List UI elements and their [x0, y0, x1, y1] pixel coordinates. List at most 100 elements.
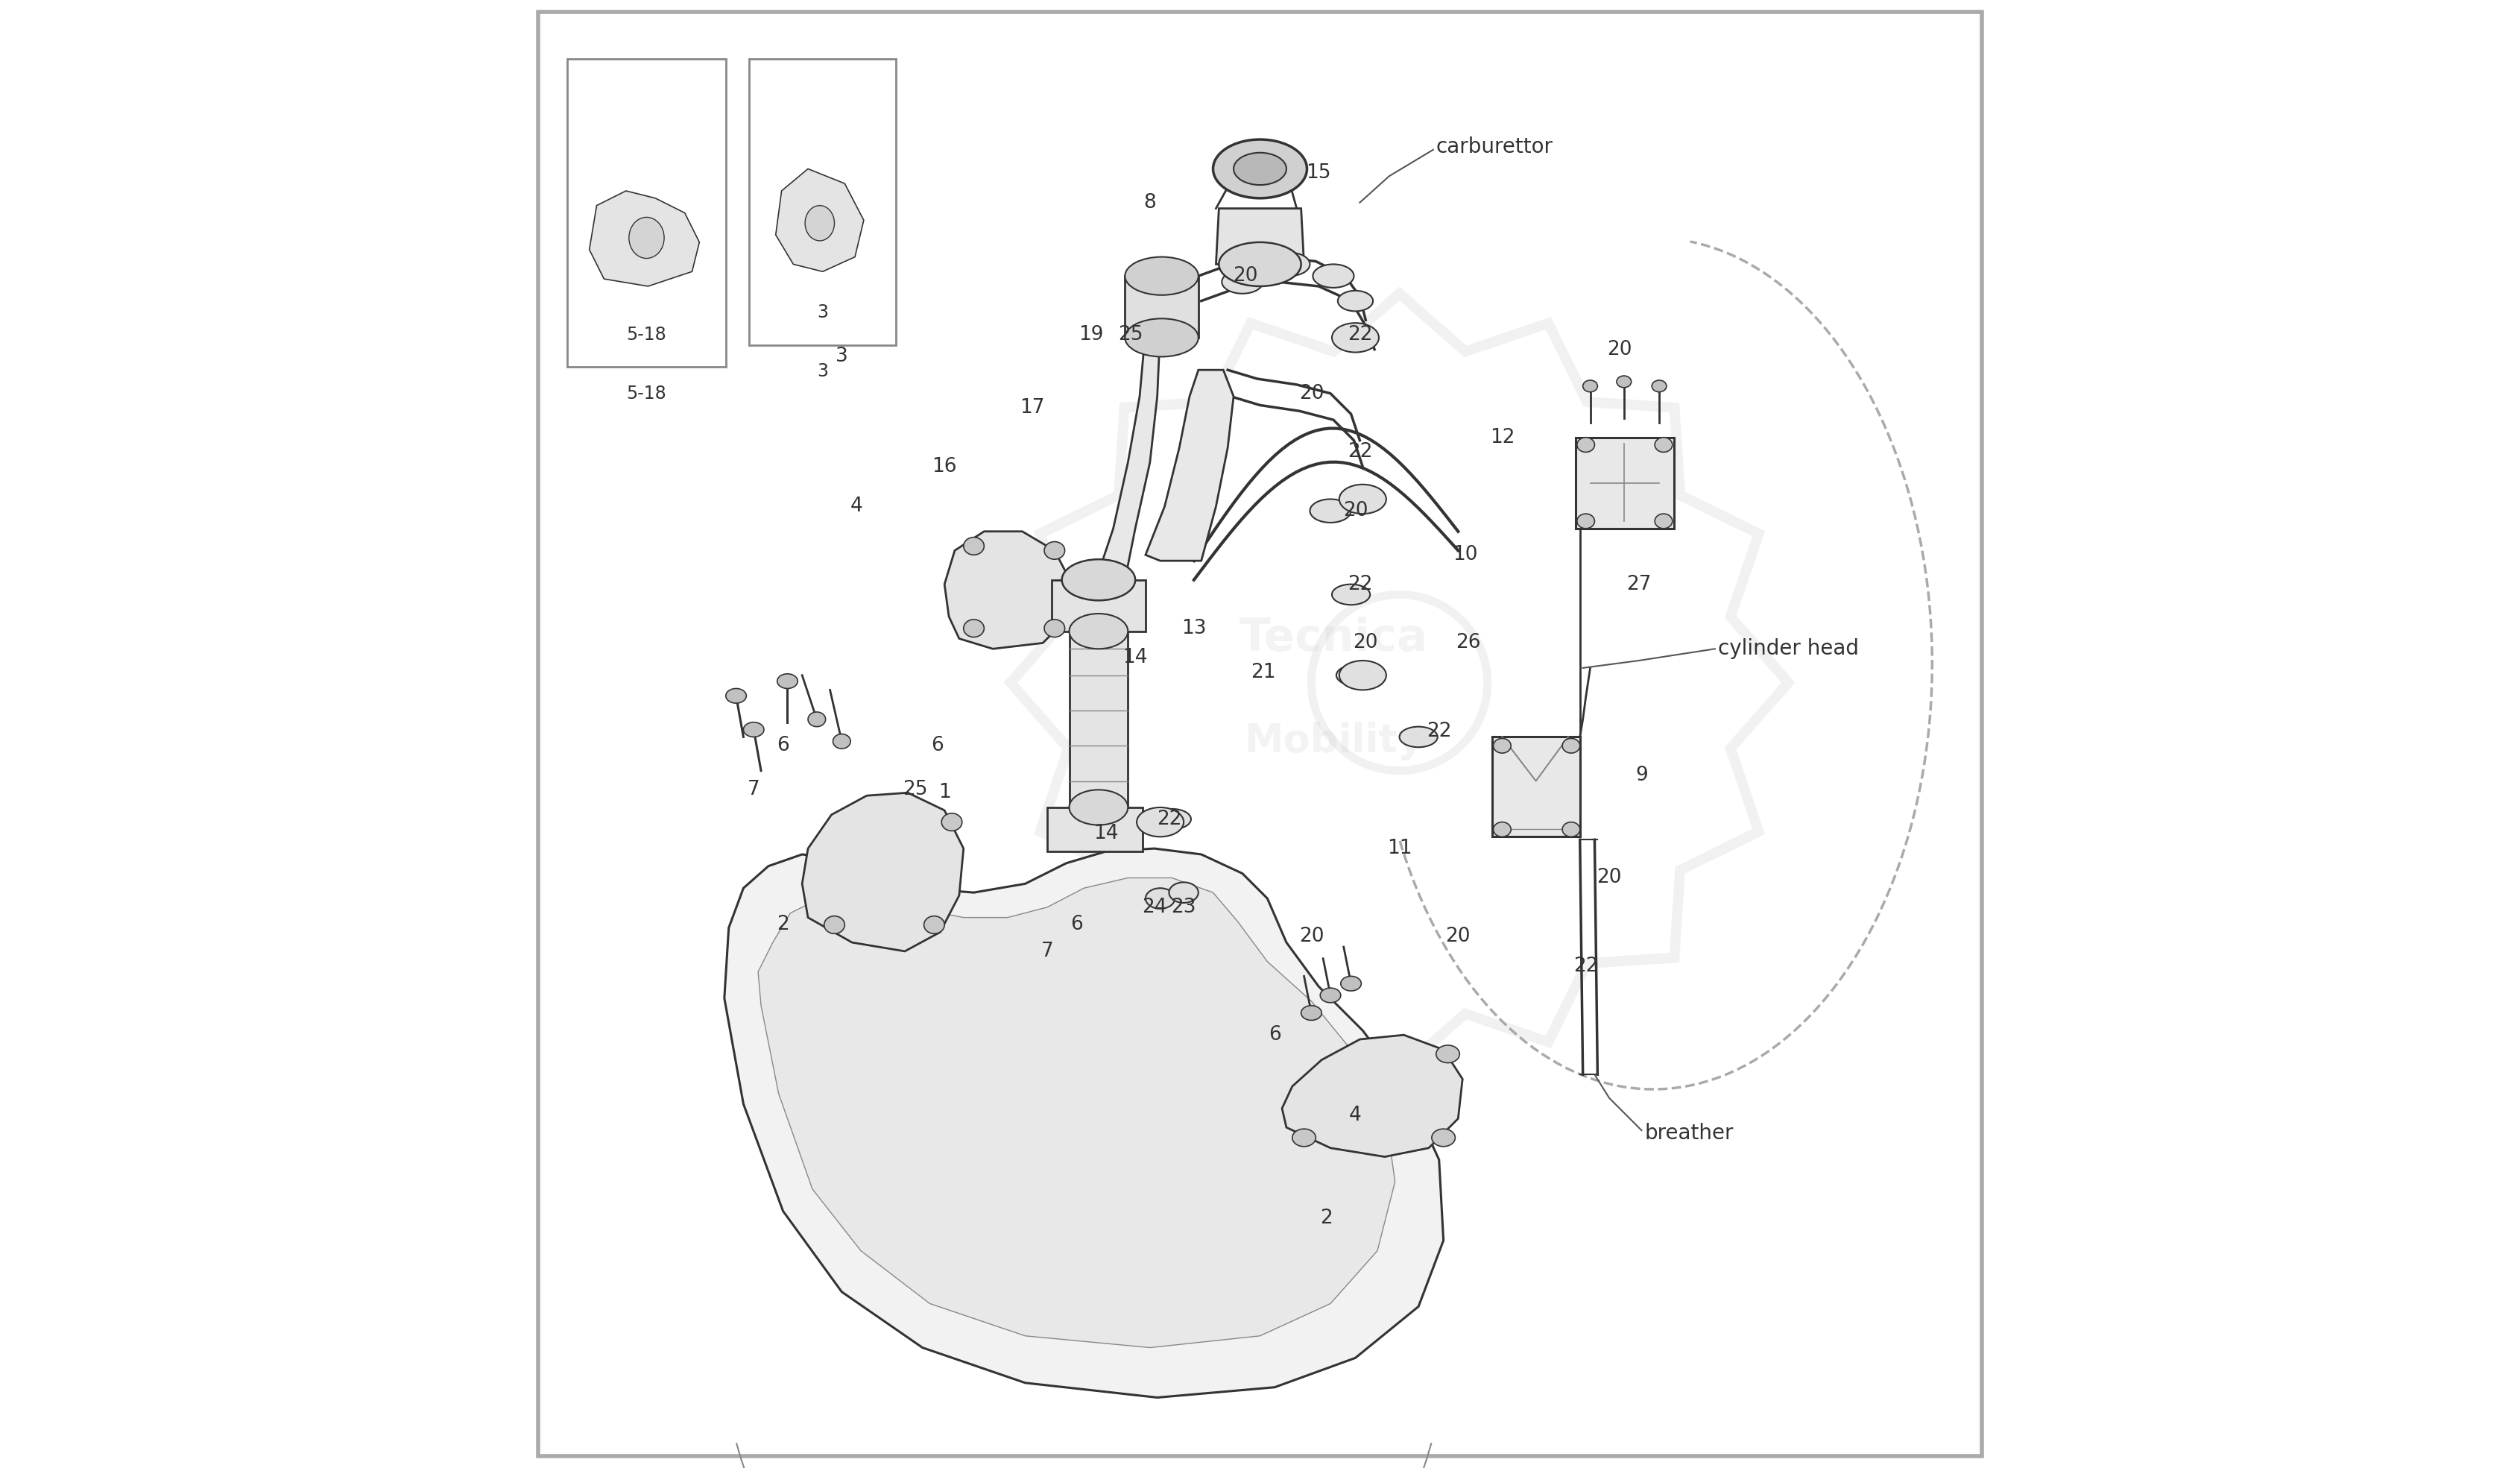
Text: 5-18: 5-18	[627, 326, 668, 344]
Polygon shape	[590, 191, 701, 286]
Ellipse shape	[1494, 822, 1512, 837]
Ellipse shape	[1618, 376, 1630, 388]
Text: 25: 25	[902, 780, 927, 800]
Text: 23: 23	[1172, 897, 1197, 918]
Text: 20: 20	[1608, 339, 1633, 360]
Text: 20: 20	[1343, 501, 1368, 521]
Ellipse shape	[1061, 559, 1134, 600]
Polygon shape	[945, 531, 1071, 649]
Ellipse shape	[1333, 584, 1371, 605]
Ellipse shape	[1124, 257, 1200, 295]
Ellipse shape	[1320, 988, 1341, 1003]
Text: 2: 2	[1320, 1208, 1333, 1229]
Polygon shape	[1124, 276, 1200, 338]
Ellipse shape	[925, 916, 945, 934]
Ellipse shape	[804, 206, 834, 241]
Text: 13: 13	[1182, 618, 1207, 639]
Text: 4: 4	[1348, 1105, 1361, 1126]
Ellipse shape	[824, 916, 844, 934]
Text: 22: 22	[1157, 809, 1182, 829]
Ellipse shape	[1431, 1129, 1454, 1147]
Text: 6: 6	[776, 735, 789, 756]
Ellipse shape	[1124, 319, 1200, 357]
Ellipse shape	[1212, 139, 1308, 198]
Text: carburettor: carburettor	[1436, 137, 1552, 157]
Ellipse shape	[630, 217, 665, 258]
Text: 16: 16	[932, 457, 958, 477]
Text: 26: 26	[1457, 633, 1482, 653]
Ellipse shape	[1562, 738, 1580, 753]
Polygon shape	[1071, 330, 1159, 580]
Text: 4: 4	[849, 496, 862, 517]
Text: 27: 27	[1625, 574, 1651, 595]
Polygon shape	[1217, 208, 1303, 264]
Ellipse shape	[1436, 1045, 1459, 1063]
Text: 25: 25	[1119, 324, 1144, 345]
Ellipse shape	[1147, 888, 1174, 909]
Ellipse shape	[1313, 264, 1353, 288]
Ellipse shape	[809, 712, 827, 727]
Text: 24: 24	[1142, 897, 1167, 918]
Ellipse shape	[1341, 976, 1361, 991]
Ellipse shape	[1336, 665, 1373, 686]
Ellipse shape	[1068, 790, 1129, 825]
Text: 20: 20	[1446, 926, 1472, 947]
Polygon shape	[1283, 1035, 1462, 1157]
Ellipse shape	[776, 674, 799, 688]
Text: 11: 11	[1386, 838, 1411, 859]
Text: 22: 22	[1348, 324, 1373, 345]
Polygon shape	[1575, 437, 1673, 528]
Text: 20: 20	[1298, 926, 1323, 947]
Text: 21: 21	[1250, 662, 1275, 683]
Text: 3: 3	[837, 346, 849, 367]
Text: Tecnica: Tecnica	[1240, 617, 1429, 661]
Ellipse shape	[1399, 727, 1436, 747]
Polygon shape	[1068, 631, 1129, 807]
Text: 5-18: 5-18	[627, 385, 668, 402]
Text: 20: 20	[1598, 868, 1623, 888]
Ellipse shape	[1169, 882, 1200, 903]
Text: 3: 3	[816, 304, 829, 321]
Ellipse shape	[1333, 323, 1378, 352]
Ellipse shape	[1310, 499, 1351, 523]
Text: 22: 22	[1426, 721, 1452, 741]
Text: 17: 17	[1021, 398, 1046, 418]
Ellipse shape	[1152, 809, 1192, 829]
Text: 3: 3	[816, 363, 829, 380]
Ellipse shape	[1656, 437, 1673, 452]
Polygon shape	[1048, 807, 1142, 851]
Ellipse shape	[942, 813, 963, 831]
Polygon shape	[1492, 737, 1580, 837]
Text: 8: 8	[1144, 192, 1157, 213]
Ellipse shape	[1578, 437, 1595, 452]
Bar	[748, 59, 897, 345]
Ellipse shape	[1338, 661, 1386, 690]
Ellipse shape	[1043, 619, 1066, 637]
Text: 1: 1	[937, 782, 950, 803]
Ellipse shape	[743, 722, 764, 737]
Ellipse shape	[1268, 252, 1310, 276]
Ellipse shape	[1562, 822, 1580, 837]
Ellipse shape	[1338, 484, 1386, 514]
Text: Mobility: Mobility	[1245, 722, 1424, 760]
Text: 9: 9	[1635, 765, 1648, 785]
Ellipse shape	[1220, 242, 1300, 286]
Ellipse shape	[1651, 380, 1666, 392]
Ellipse shape	[963, 619, 985, 637]
Text: 19: 19	[1079, 324, 1104, 345]
Text: 6: 6	[1268, 1025, 1280, 1045]
Ellipse shape	[726, 688, 746, 703]
Ellipse shape	[1300, 1006, 1320, 1020]
Text: 20: 20	[1298, 383, 1323, 404]
Text: 20: 20	[1232, 266, 1257, 286]
Ellipse shape	[1222, 270, 1263, 294]
Text: 2: 2	[776, 915, 789, 935]
Ellipse shape	[1494, 738, 1512, 753]
Text: breather: breather	[1646, 1123, 1734, 1144]
Text: 22: 22	[1348, 442, 1373, 462]
Ellipse shape	[1068, 614, 1129, 649]
Text: 10: 10	[1454, 545, 1477, 565]
Ellipse shape	[1043, 542, 1066, 559]
Ellipse shape	[1235, 153, 1285, 185]
Text: 6: 6	[1071, 915, 1084, 935]
